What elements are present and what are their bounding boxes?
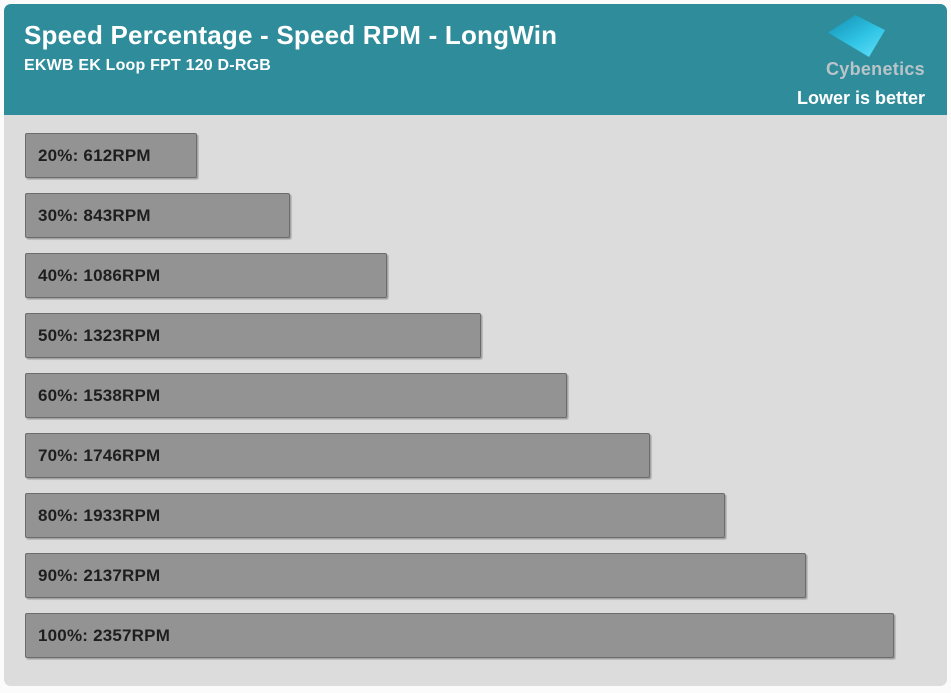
bar: 40%: 1086RPM bbox=[25, 253, 387, 298]
chart-card: Speed Percentage - Speed RPM - LongWin E… bbox=[4, 4, 947, 686]
lower-is-better-note: Lower is better bbox=[796, 88, 925, 108]
bar-label: 50%: 1323RPM bbox=[38, 325, 161, 345]
chart-area: 20%: 612RPM 30%: 843RPM 40%: 1086RPM 50%: 1… bbox=[4, 115, 947, 686]
header-titles: Speed Percentage - Speed RPM - LongWin E… bbox=[24, 17, 557, 107]
cybenetics-logo-icon bbox=[828, 15, 885, 57]
bar: 60%: 1538RPM bbox=[25, 373, 567, 418]
bar: 80%: 1933RPM bbox=[25, 493, 725, 538]
brand-name: Cybenetics bbox=[825, 59, 925, 79]
bar-label: 60%: 1538RPM bbox=[38, 385, 161, 405]
brand-block: Cybenetics Lower is better bbox=[796, 15, 925, 108]
chart-title: Speed Percentage - Speed RPM - LongWin bbox=[24, 20, 558, 50]
bar-label: 90%: 2137RPM bbox=[38, 565, 161, 585]
bar-label: 20%: 612RPM bbox=[38, 145, 151, 165]
bar: 70%: 1746RPM bbox=[25, 433, 650, 478]
bar: 30%: 843RPM bbox=[25, 193, 290, 238]
chart-subtitle: EKWB EK Loop FPT 120 D-RGB bbox=[24, 57, 271, 74]
bar-label: 30%: 843RPM bbox=[38, 205, 151, 225]
bar-chart: 20%: 612RPM 30%: 843RPM 40%: 1086RPM 50%: 1… bbox=[25, 133, 919, 658]
bar-label: 100%: 2357RPM bbox=[38, 625, 171, 645]
bar-label: 70%: 1746RPM bbox=[38, 445, 161, 465]
bar-label: 80%: 1933RPM bbox=[38, 505, 161, 525]
bar: 20%: 612RPM bbox=[25, 133, 198, 178]
chart-header: Speed Percentage - Speed RPM - LongWin E… bbox=[4, 4, 947, 115]
bar: 50%: 1323RPM bbox=[25, 313, 482, 358]
bar: 90%: 2137RPM bbox=[25, 553, 807, 598]
bar: 100%: 2357RPM bbox=[25, 613, 894, 658]
bar-label: 40%: 1086RPM bbox=[38, 265, 161, 285]
